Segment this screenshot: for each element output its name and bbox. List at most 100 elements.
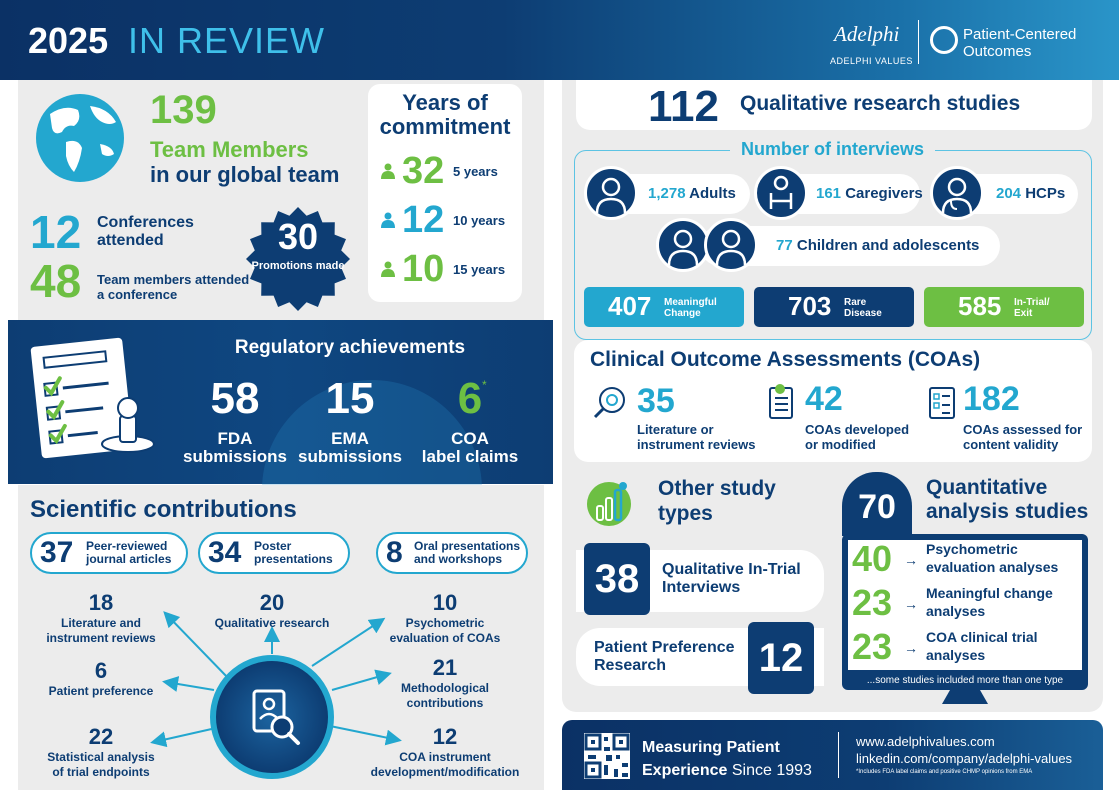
team-members-sub: in our global team [150, 162, 340, 187]
conferences-label: Conferences attended [97, 214, 194, 249]
quant-note: ...some studies included more than one t… [866, 675, 1064, 686]
years-row-5: 32 5 years [380, 150, 520, 192]
years-15-label: 15 years [453, 262, 506, 277]
footer-footnote: *Includes FDA label claims and positive … [856, 769, 1033, 775]
ray-qualitative-research: 20 Qualitative research [214, 590, 330, 630]
adelphi-logo: Adelphi [834, 22, 900, 46]
magnifier-target-icon [593, 387, 625, 419]
footer-banner [562, 720, 1103, 790]
coa-claims-count: 6 [457, 374, 483, 423]
adults-label: 1,278 Adults [648, 185, 736, 202]
attendees-label: Team members attended a conference [97, 272, 250, 302]
adolescent-avatar-icon [704, 218, 758, 272]
quant-row-psychometric: 40 → Psychometric evaluation analyses [852, 538, 1059, 579]
ema-label: EMA submissions [298, 429, 402, 466]
quant-row-meaningful-change: 23 → Meaningful change analyses [852, 582, 1053, 623]
ray-coa-development: 12 COA instrument development/modificati… [370, 724, 520, 779]
qualitative-card [576, 80, 1092, 130]
years-10-count: 12 [402, 199, 445, 241]
promotions-badge-icon [246, 207, 350, 311]
interviews-title: Number of interviews [740, 139, 925, 159]
ema-count: 15 [325, 374, 375, 423]
contributions-hub-icon [210, 655, 334, 779]
ray-statistical-analysis: 22 Statistical analysis of trial endpoin… [47, 724, 155, 779]
bar-chart-icon [587, 482, 631, 526]
fda-label: FDA submissions [183, 429, 287, 466]
promotions-label: Promotions made [251, 260, 345, 272]
ray-psychometric: 10 Psychometric evaluation of COAs [389, 590, 501, 645]
years-commitment-title: Years of commitment [379, 90, 511, 139]
patient-preference-count: 12 [748, 622, 814, 694]
promotions-count: 30 [277, 216, 319, 257]
regulatory-title: Regulatory achievements [234, 337, 466, 358]
monitor-screen [848, 540, 1082, 670]
person-icon [381, 163, 395, 179]
coa-claims-asterisk: * [482, 378, 487, 392]
hcps-label: 204 HCPs [996, 185, 1066, 202]
linkedin-link[interactable]: linkedin.com/company/adelphi-values [856, 751, 1073, 766]
website-link[interactable]: www.adelphivalues.com [856, 734, 995, 749]
qual-in-trial-label: Qualitative In-Trial Interviews [662, 561, 801, 596]
years-15-count: 10 [402, 248, 445, 290]
child-avatar-icon [656, 218, 710, 272]
contributions-arrows [150, 611, 402, 748]
person-icon [381, 261, 395, 277]
years-5-count: 32 [402, 150, 445, 192]
caregiver-avatar-icon [754, 166, 808, 220]
ray-patient-preference: 6 Patient preference [48, 658, 154, 698]
years-5-label: 5 years [453, 164, 498, 179]
logo-divider [918, 20, 919, 64]
coa-title: Clinical Outcome Assessments (COAs) [590, 348, 981, 371]
scientific-title: Scientific contributions [30, 496, 297, 523]
hcp-avatar-icon [930, 166, 984, 220]
attendees-count: 48 [30, 255, 82, 307]
children-label: 77 Children and adolescents [776, 237, 980, 254]
pco-logo-icon [930, 26, 958, 54]
footer-links: www.adelphivalues.com linkedin.com/compa… [856, 733, 1072, 767]
pill-journal-articles: 37 Peer-reviewed journal articles [30, 532, 188, 574]
qr-code-icon[interactable] [584, 733, 630, 779]
qual-in-trial-count: 38 [584, 543, 650, 615]
conferences-count: 12 [30, 206, 82, 258]
meaningful-change-box: 407 Meaningful Change [584, 287, 744, 327]
page-title-year: 2025 [28, 20, 109, 61]
years-10-label: 10 years [453, 213, 506, 228]
fda-count: 58 [210, 374, 260, 423]
team-members-count: 139 [150, 88, 217, 132]
years-row-15: 10 15 years [380, 248, 520, 290]
other-study-types-title: Other study types [658, 477, 776, 525]
checklist-icon [769, 384, 793, 419]
qualitative-label: Qualitative research studies [740, 92, 1021, 115]
caregivers-label: 161 Caregivers [816, 185, 923, 202]
pco-logo-text: Patient-Centered Outcomes [963, 26, 1077, 60]
page-title-text: IN REVIEW [128, 20, 326, 61]
qualitative-count: 112 [648, 82, 719, 131]
ray-methodological: 21 Methodological contributions [401, 655, 489, 710]
person-icon [381, 212, 395, 228]
coa-reviews-label: Literature or instrument reviews [637, 422, 756, 452]
monitor-stand-icon [942, 690, 988, 704]
coa-developed-label: COAs developed or modified [805, 422, 910, 452]
pill-oral-presentations: 8 Oral presentations and workshops [376, 532, 528, 574]
ray-literature-reviews: 18 Literature and instrument reviews [46, 590, 156, 645]
globe-icon [36, 94, 124, 182]
footer-divider [838, 732, 839, 778]
quant-row-coa-clinical: 23 → COA clinical trial analyses [852, 626, 1038, 667]
coa-validity-count: 182 [963, 380, 1020, 418]
years-row-10: 12 10 years [380, 199, 520, 241]
adelphi-logo-sub: ADELPHI VALUES [830, 56, 913, 66]
coa-developed-count: 42 [805, 380, 843, 418]
interviews-title-bg [730, 139, 935, 161]
quant-title: Quantitative analysis studies [926, 476, 1089, 523]
adult-avatar-icon [584, 166, 638, 220]
quant-count-tab [842, 472, 912, 536]
coa-validity-label: COAs assessed for content validity [963, 422, 1083, 452]
in-trial-exit-box: 585 In-Trial/ Exit [924, 287, 1084, 327]
rare-disease-box: 703 Rare Disease [754, 287, 914, 327]
coa-card [574, 340, 1092, 462]
patient-preference-label: Patient Preference Research [594, 639, 735, 674]
years-commitment-card [368, 84, 522, 302]
coa-reviews-count: 35 [637, 382, 675, 420]
footer-tagline: Measuring Patient Experience Since 1993 [642, 739, 812, 779]
form-checklist-icon [929, 387, 955, 419]
